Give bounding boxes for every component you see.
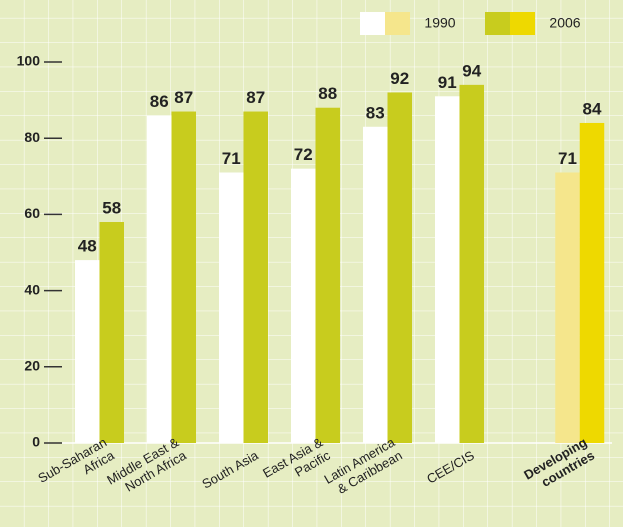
value-label: 84 (583, 99, 602, 118)
value-label: 71 (222, 149, 241, 168)
value-label: 88 (318, 84, 337, 103)
bar (243, 111, 268, 443)
bar (579, 122, 605, 444)
value-label: 94 (462, 61, 481, 80)
bar (435, 96, 460, 443)
bar (363, 126, 388, 444)
value-label: 92 (390, 69, 409, 88)
legend-swatch (510, 12, 535, 35)
value-label: 87 (246, 88, 265, 107)
value-label: 71 (558, 149, 577, 168)
y-tick-label: 80 (24, 129, 40, 145)
bar (387, 92, 412, 443)
bar (171, 111, 196, 443)
bar (99, 222, 124, 443)
bar (147, 115, 172, 443)
bar (315, 107, 340, 443)
y-tick-label: 0 (32, 434, 40, 450)
legend-swatch (485, 12, 510, 35)
bar (219, 172, 244, 444)
value-label: 83 (366, 103, 385, 122)
y-tick-label: 40 (24, 281, 40, 297)
value-label: 87 (174, 88, 193, 107)
y-tick-label: 100 (17, 53, 41, 69)
legend-label: 1990 (424, 15, 455, 31)
legend-label: 2006 (549, 15, 580, 31)
y-tick-label: 60 (24, 205, 40, 221)
value-label: 48 (78, 237, 97, 256)
value-label: 86 (150, 92, 169, 111)
bar (459, 84, 484, 444)
value-label: 72 (294, 145, 313, 164)
y-tick-label: 20 (24, 358, 40, 374)
value-label: 91 (438, 73, 457, 92)
bar (291, 168, 316, 443)
bar (75, 260, 100, 443)
bar (555, 172, 580, 444)
legend-swatch (385, 12, 410, 35)
legend-swatch (360, 12, 385, 35)
value-label: 58 (102, 199, 121, 218)
